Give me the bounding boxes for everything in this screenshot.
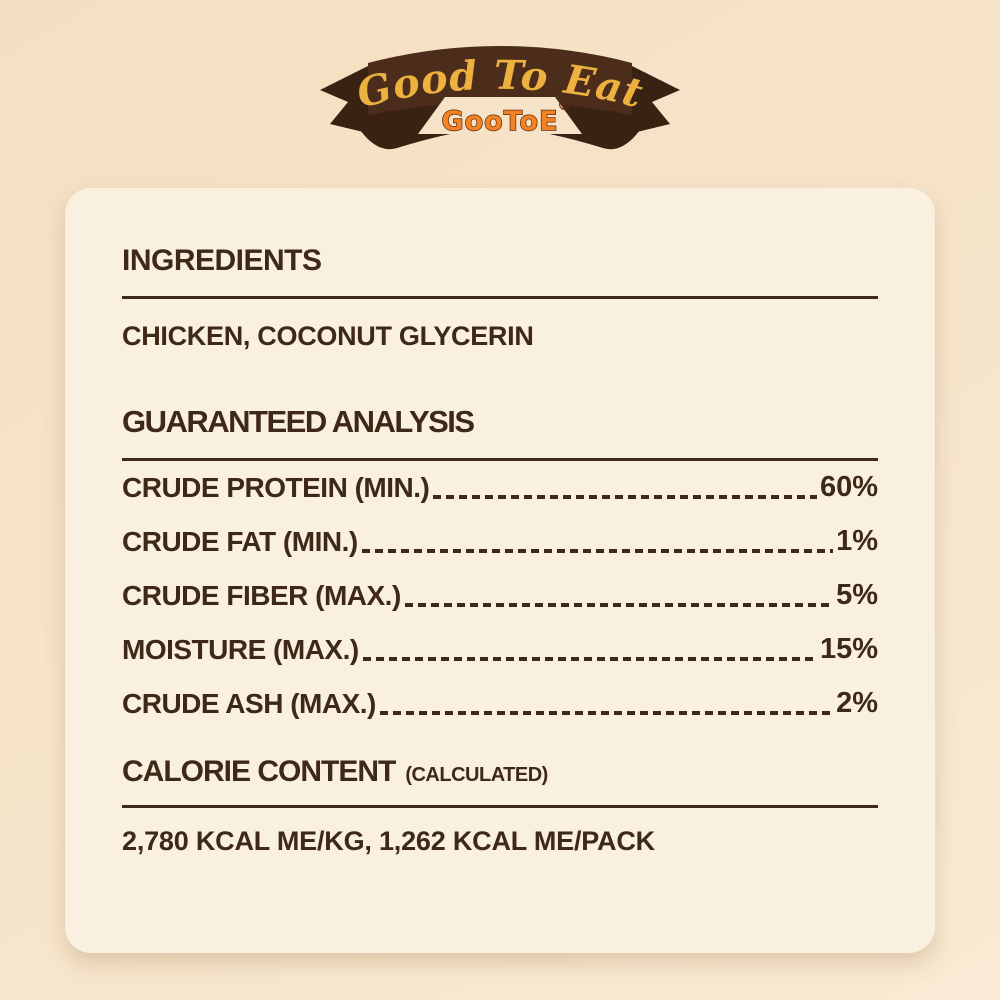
ribbon-band-icon bbox=[368, 46, 632, 116]
calorie-content-qualifier: (CALCULATED) bbox=[405, 764, 548, 786]
table-row: MOISTURE (MAX.) 15% bbox=[122, 633, 878, 665]
dotted-leader bbox=[379, 711, 834, 715]
dotted-leader bbox=[433, 495, 817, 499]
table-row: CRUDE PROTEIN (MIN.) 60% bbox=[122, 471, 878, 503]
brand-logo: GooToE bbox=[441, 106, 558, 137]
analysis-value: 2% bbox=[836, 687, 878, 719]
ribbon-notch-cutout bbox=[418, 97, 582, 134]
analysis-label: MOISTURE (MAX.) bbox=[122, 634, 359, 665]
calorie-content-heading: CALORIE CONTENT bbox=[122, 755, 396, 788]
analysis-label: CRUDE PROTEIN (MIN.) bbox=[122, 472, 430, 503]
guaranteed-analysis-heading: GUARANTEED ANALYSIS bbox=[122, 404, 475, 439]
analysis-label: CRUDE FAT (MIN.) bbox=[122, 526, 358, 557]
guaranteed-analysis-divider bbox=[122, 458, 878, 461]
table-row: CRUDE FIBER (MAX.) 5% bbox=[122, 579, 878, 611]
table-row: CRUDE FAT (MIN.) 1% bbox=[122, 525, 878, 557]
calorie-content-divider bbox=[122, 805, 878, 808]
analysis-value: 15% bbox=[819, 633, 878, 665]
calorie-content-heading-row: CALORIE CONTENT (CALCULATED) bbox=[122, 757, 878, 787]
dotted-leader bbox=[362, 657, 817, 661]
analysis-value: 1% bbox=[836, 525, 878, 557]
guaranteed-analysis-table: CRUDE PROTEIN (MIN.) 60% CRUDE FAT (MIN.… bbox=[122, 471, 878, 719]
analysis-value: 5% bbox=[836, 579, 878, 611]
ingredients-divider bbox=[122, 296, 878, 299]
calorie-content-value: 2,780 KCAL ME/KG, 1,262 KCAL ME/PACK bbox=[122, 826, 655, 856]
table-row: CRUDE ASH (MAX.) 2% bbox=[122, 687, 878, 719]
analysis-label: CRUDE ASH (MAX.) bbox=[122, 688, 376, 719]
brand-ribbon-banner: Good To Eat GooToE ® bbox=[310, 40, 690, 152]
ingredients-value: CHICKEN, COCONUT GLYCERIN bbox=[122, 321, 534, 351]
ribbon-banner-graphic: Good To Eat GooToE ® bbox=[320, 46, 680, 150]
ingredients-heading: INGREDIENTS bbox=[122, 244, 322, 277]
dotted-leader bbox=[404, 603, 834, 607]
analysis-label: CRUDE FIBER (MAX.) bbox=[122, 580, 401, 611]
dotted-leader bbox=[361, 549, 834, 553]
registered-trademark-icon: ® bbox=[557, 96, 572, 114]
analysis-value: 60% bbox=[819, 471, 878, 503]
nutrition-label-card: INGREDIENTS CHICKEN, COCONUT GLYCERIN GU… bbox=[65, 188, 935, 953]
